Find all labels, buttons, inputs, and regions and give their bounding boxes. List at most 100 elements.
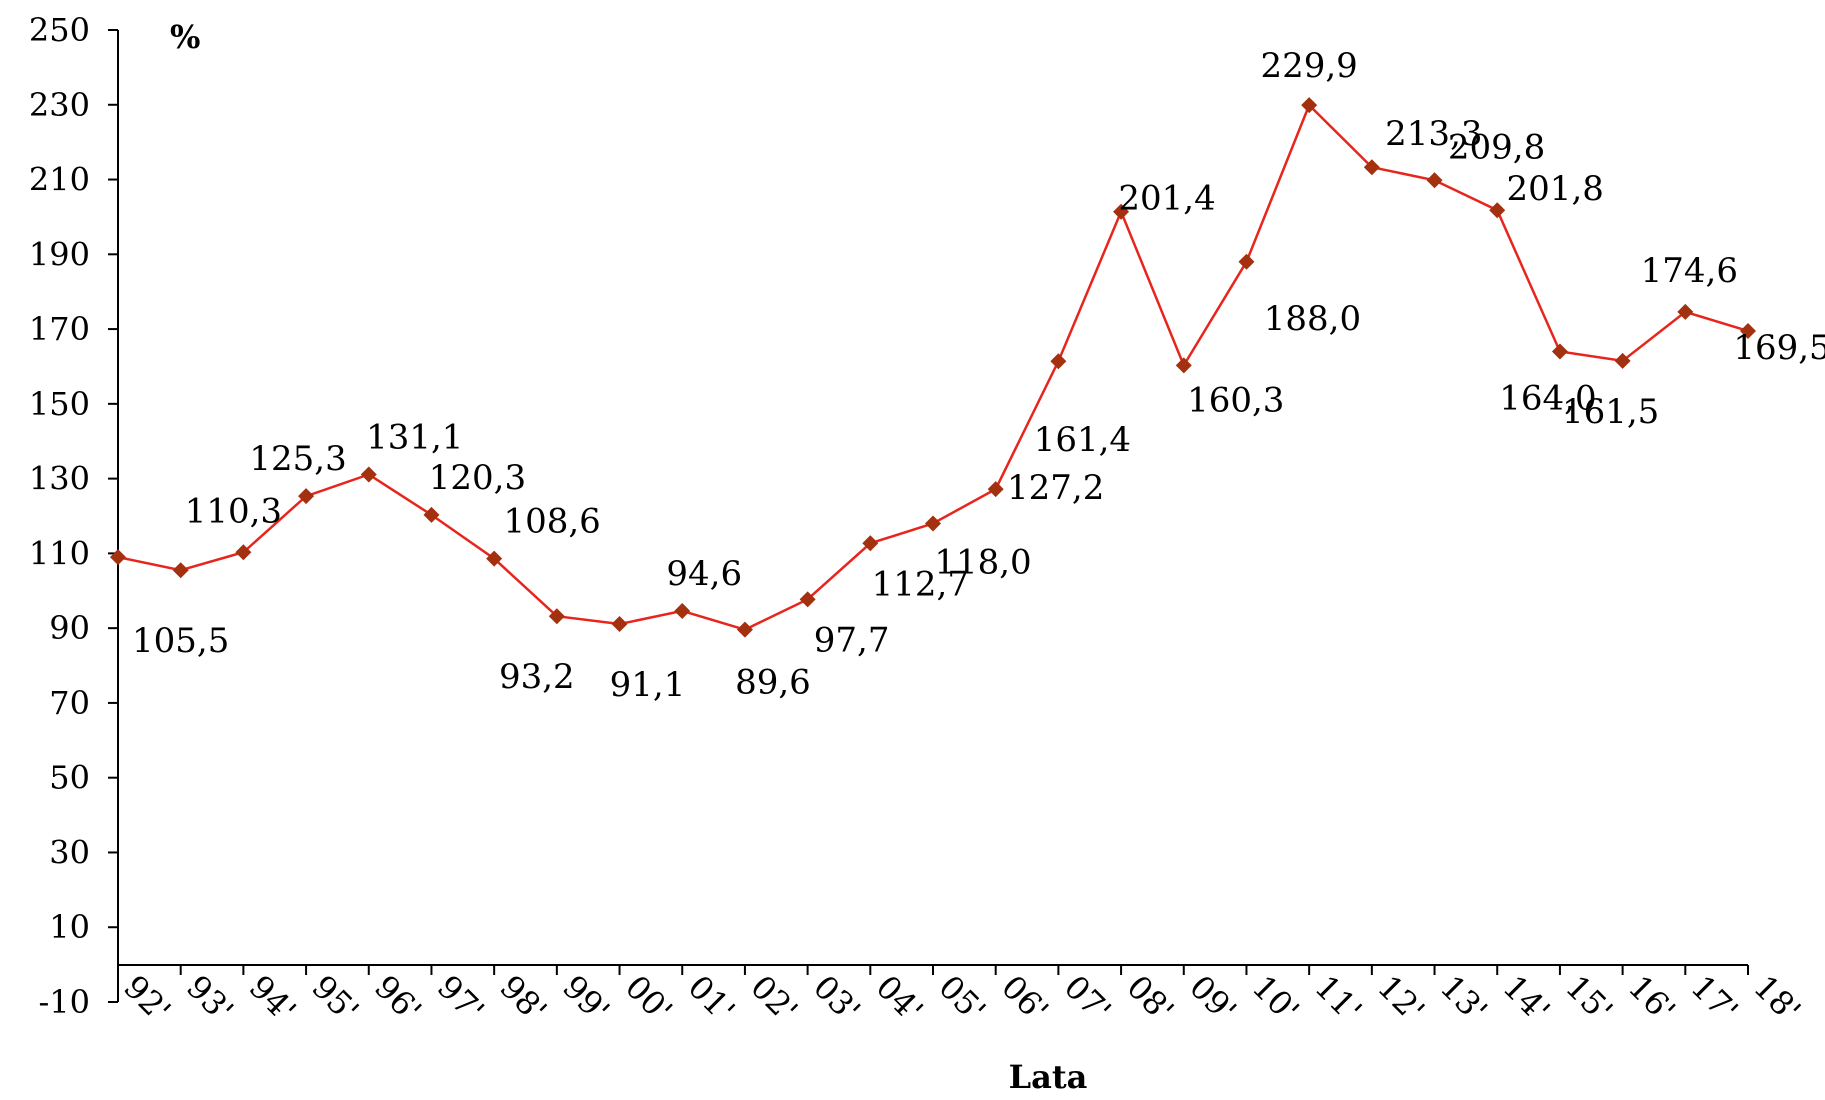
x-tick-label: 13' [1433,968,1495,1030]
x-tick-label: 03' [806,968,868,1030]
y-tick-label: 50 [49,759,90,797]
data-label: 112,7 [872,564,969,604]
data-point-marker [235,544,252,561]
data-point-marker [799,591,816,608]
data-label: 120,3 [429,458,526,498]
x-tick-label: 96' [367,968,429,1030]
y-tick-label: 210 [29,161,90,199]
data-label: 125,3 [249,439,346,479]
data-label: 97,7 [814,620,890,660]
x-tick-label: 02' [743,968,805,1030]
x-tick-label: 07' [1057,968,1119,1030]
data-point-marker [486,550,503,567]
x-tick-label: 14' [1496,968,1558,1030]
y-tick-label: 90 [49,609,90,647]
x-tick-label: 16' [1621,968,1683,1030]
x-tick-label: 17' [1684,968,1746,1030]
data-point-marker [1489,202,1506,219]
x-tick-label: 09' [1182,968,1244,1030]
y-tick-label: 230 [29,86,90,124]
data-label: 213,3 [1385,114,1482,154]
data-label: 110,3 [185,491,282,531]
x-tick-label: 92' [116,968,178,1030]
data-label: 201,4 [1118,179,1215,219]
data-point-marker [925,515,941,532]
data-label: 188,0 [1264,299,1361,339]
x-tick-label: 04' [869,968,931,1030]
x-tick-label: 18' [1746,968,1808,1030]
data-point-marker [1551,343,1568,360]
y-tick-label: 170 [29,310,90,348]
data-label: 164,0 [1499,379,1596,419]
data-label: 201,8 [1507,169,1604,209]
data-label: 174,6 [1641,251,1738,291]
data-point-marker [862,535,879,552]
x-tick-label: 12' [1370,968,1432,1030]
data-label: 89,6 [735,663,811,703]
y-tick-label: 250 [29,11,90,49]
data-point-marker [674,602,691,619]
data-label: 127,2 [1007,468,1104,508]
data-label: 161,5 [1562,392,1659,432]
data-point-marker [611,616,628,633]
y-axis: -10 10 30 50 70 90 110 130 150 170 190 210 230 250 [29,11,119,1021]
x-tick-label: 01' [681,968,743,1030]
x-tick-label: 97' [430,968,492,1030]
data-label: 209,8 [1448,127,1545,167]
x-axis-title: Lata [1009,1058,1088,1096]
x-tick-label: 99' [555,968,617,1030]
x-tick-label: 08' [1119,968,1181,1030]
x-tick-label: 00' [618,968,680,1030]
x-axis: 92' 93' 94' 95' 96' 97' 98' 99' 00' 01' 02' 03' 04' 0… [116,964,1808,1030]
data-point-marker [1740,322,1756,339]
data-point-marker [298,488,315,505]
data-label: 118,0 [934,542,1031,582]
data-point-marker [1050,353,1067,370]
data-point-marker [1113,203,1130,220]
data-point-marker [110,549,126,566]
y-tick-label: 30 [49,833,90,871]
x-tick-label: 94' [242,968,304,1030]
data-point-marker [736,621,753,638]
series-line [117,102,1749,631]
data-point-marker [1677,303,1694,320]
data-label: 105,5 [132,621,229,661]
data-point-marker [1363,159,1380,176]
x-tick-label: 98' [492,968,554,1030]
x-tick-label: 06' [994,968,1056,1030]
data-label: 131,1 [366,418,463,458]
data-label: 91,1 [610,665,686,705]
data-point-marker [1614,352,1631,369]
data-point-marker [1175,357,1192,374]
x-tick-label: 15' [1558,968,1620,1030]
y-tick-label: -10 [38,983,90,1021]
x-tick-label: 11' [1307,968,1369,1030]
data-label: 161,4 [1034,420,1131,460]
y-tick-label: 70 [49,684,90,722]
data-label: 160,3 [1187,380,1284,420]
y-tick-label: 190 [29,235,90,273]
data-point-marker [360,466,377,483]
x-tick-label: 95' [304,968,366,1030]
data-point-marker [423,506,440,523]
x-tick-label: 05' [931,968,993,1030]
x-tick-label: 93' [179,968,241,1030]
data-label: 93,2 [499,657,575,697]
data-label: 229,9 [1260,46,1357,86]
data-point-marker [1426,172,1443,189]
data-point-marker [1301,97,1318,114]
data-point-marker [172,562,189,579]
y-axis-unit-label: % [170,18,200,56]
y-tick-label: 150 [29,385,90,423]
data-label: 94,6 [666,554,742,594]
data-point-marker [987,481,1004,498]
y-tick-label: 10 [49,908,90,946]
y-tick-label: 110 [29,534,90,572]
data-label: 108,6 [503,502,600,542]
data-point-marker [1238,253,1255,270]
y-tick-label: 130 [29,460,90,498]
data-point-marker [548,608,565,625]
data-label: 169,5 [1733,328,1825,368]
